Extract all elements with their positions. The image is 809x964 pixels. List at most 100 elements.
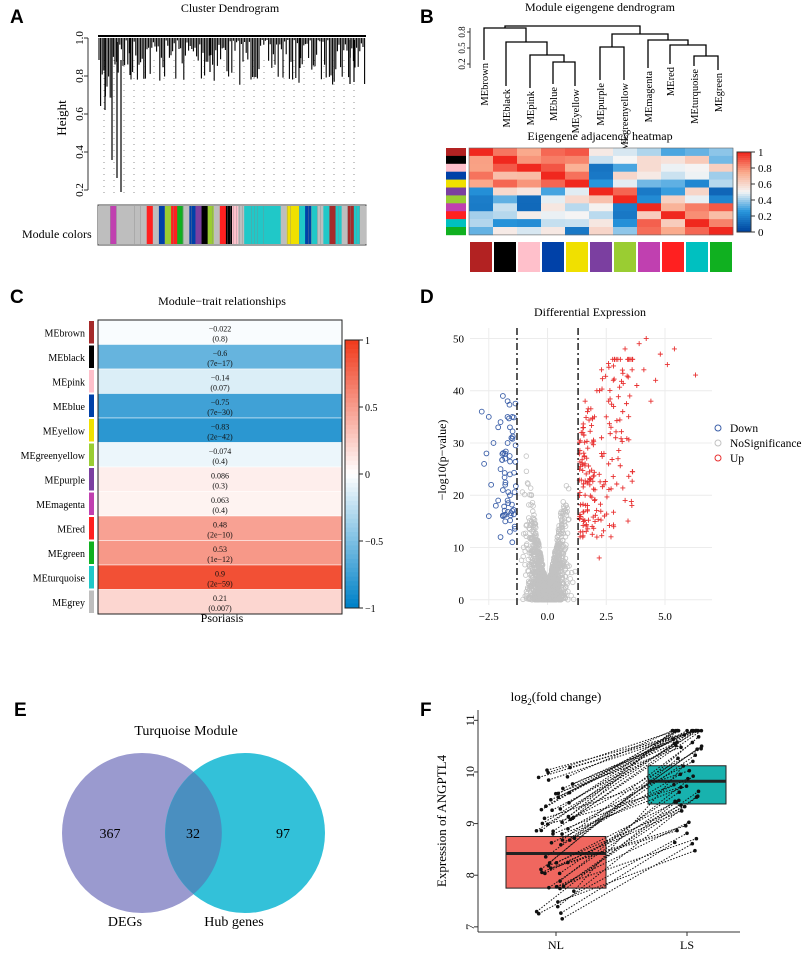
volcano-point-ns	[538, 586, 544, 593]
adjacency-cell	[637, 155, 662, 165]
module-color-stripe	[116, 206, 123, 244]
volcano-point-up	[589, 531, 595, 537]
volcano-xtick-label: 2.5	[599, 611, 613, 623]
module-colors-label: Module colors	[22, 227, 92, 241]
paired-point-nl	[549, 840, 554, 845]
eigengene-branch	[693, 55, 719, 70]
volcano-point-up	[577, 489, 583, 495]
paired-line	[562, 730, 698, 789]
module-trait-legend-step	[345, 389, 359, 395]
volcano-point-ns	[563, 584, 569, 590]
adjacency-frame	[468, 147, 734, 236]
adjacency-cell	[469, 227, 494, 236]
volcano-point-down	[504, 497, 511, 504]
paired-line	[541, 810, 682, 873]
adjacency-cell	[661, 179, 686, 188]
adjacency-legend-label: 0	[758, 227, 764, 239]
paired-point-nl	[556, 900, 560, 904]
volcano-point-up	[616, 448, 622, 454]
module-trait-correlation: 0.53	[213, 545, 227, 554]
volcano-point-ns	[524, 541, 530, 547]
module-trait-pvalue: (2e−10)	[207, 530, 233, 539]
paired-point-nl	[560, 832, 564, 836]
volcano-point-ns	[533, 572, 540, 578]
paired-point-ls	[687, 820, 691, 825]
volcano-point-up	[577, 529, 583, 535]
volcano-point-up	[582, 492, 588, 498]
module-color-stripe	[98, 206, 105, 244]
adjacency-cell	[517, 155, 542, 165]
volcano-legend: Down NoSignificance Up	[714, 423, 802, 465]
paired-line	[536, 801, 677, 912]
module-trait-legend-step	[345, 532, 359, 538]
adjacency-cell	[565, 203, 590, 212]
volcano-point-ns	[554, 553, 561, 560]
volcano-point-ns	[566, 516, 572, 522]
module-trait-legend-step	[345, 357, 359, 363]
title-log: log	[511, 689, 528, 704]
paired-point-ls	[675, 740, 679, 744]
volcano-point-up	[587, 476, 593, 482]
adjacency-cell	[541, 171, 566, 180]
module-trait-legend-step	[345, 563, 359, 569]
paired-point-nl	[555, 904, 560, 909]
volcano-point-ns	[529, 581, 535, 587]
panel-a-letter: A	[10, 7, 24, 28]
volcano-point-up	[592, 497, 598, 503]
module-trait-legend-step	[345, 353, 359, 359]
module-trait-legend-step	[345, 505, 359, 511]
module-color-fine-line	[233, 206, 234, 244]
volcano-point-up	[601, 528, 607, 534]
adjacency-cell	[565, 195, 590, 204]
boxplot-xtick-label: NL	[548, 938, 564, 952]
volcano-point-ns	[528, 502, 534, 508]
paired-point-ls	[687, 768, 692, 773]
volcano-point-down	[478, 408, 485, 415]
module-trait-legend-step	[345, 451, 359, 457]
adjacency-legend-step	[737, 196, 751, 199]
paired-line	[547, 730, 676, 774]
volcano-point-ns	[538, 579, 545, 585]
volcano-point-ns	[524, 522, 530, 528]
adjacency-cell	[613, 171, 638, 180]
venn-count-hub: 97	[276, 827, 290, 842]
volcano-point-ns	[571, 596, 577, 603]
volcano-point-ns	[527, 571, 533, 578]
module-trait-legend-step	[345, 465, 359, 471]
volcano-point-up	[624, 436, 630, 442]
module-trait-correlation: 0.48	[213, 520, 227, 529]
volcano-point-ns	[557, 560, 563, 566]
volcano-point-ns	[531, 512, 537, 518]
eigengene-branch	[505, 41, 548, 86]
volcano-point-ns	[561, 521, 568, 527]
module-color-fine-line	[134, 206, 135, 244]
volcano-point-up	[578, 463, 584, 469]
volcano-point-up	[607, 431, 613, 437]
volcano-point-up	[583, 414, 589, 420]
adjacency-cell	[541, 227, 566, 236]
volcano-point-up	[583, 523, 589, 529]
paired-point-nl	[539, 867, 543, 872]
volcano-point-down	[505, 500, 512, 506]
volcano-point-ns	[541, 581, 548, 587]
module-color-stripe	[110, 206, 117, 244]
volcano-point-down	[507, 492, 513, 499]
module-color-fine-line	[236, 206, 237, 244]
module-trait-row-color	[89, 517, 94, 540]
module-trait-legend-step	[345, 384, 359, 390]
module-trait-legend-step	[345, 456, 359, 462]
eigengene-dendrogram-title: Module eigengene dendrogram	[525, 0, 676, 14]
adjacency-cell	[565, 179, 590, 188]
module-color-stripe	[152, 206, 160, 244]
module-trait-legend-step	[345, 496, 359, 502]
adjacency-cell	[613, 211, 638, 220]
volcano-point-ns	[527, 526, 533, 532]
eigengene-branch	[483, 27, 527, 60]
adjacency-cell	[589, 179, 614, 188]
module-color-stripe	[238, 206, 245, 244]
adjacency-row-color	[446, 163, 466, 172]
module-color-fine-line	[317, 206, 318, 244]
volcano-point-down	[495, 497, 502, 504]
paired-point-ls	[671, 728, 675, 733]
volcano-point-up	[618, 429, 624, 435]
